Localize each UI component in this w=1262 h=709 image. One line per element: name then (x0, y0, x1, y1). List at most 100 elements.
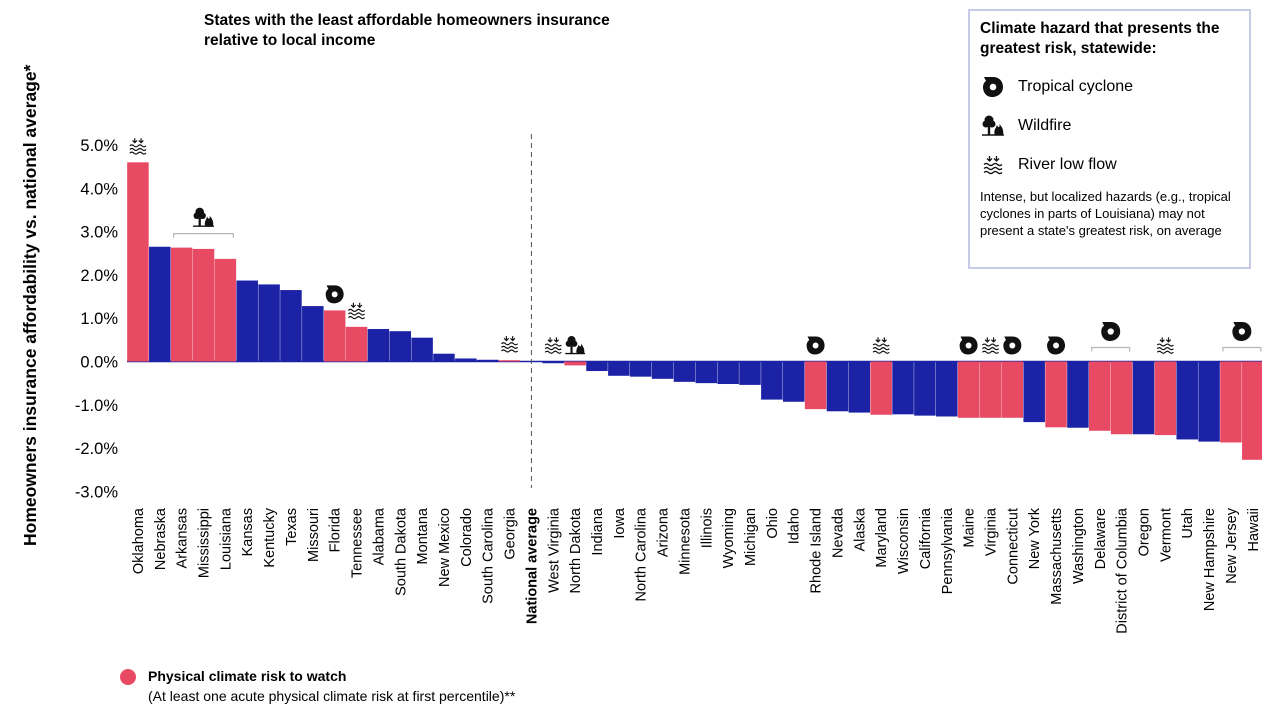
hazard-legend: Climate hazard that presents the greates… (968, 9, 1251, 269)
x-tick-label: Ohio (765, 508, 781, 539)
cyclone-icon (1047, 336, 1066, 355)
wildfire-icon (192, 206, 215, 227)
risk-legend-subtitle: (At least one acute physical climate ris… (148, 688, 516, 704)
bar (564, 361, 586, 366)
cyclone-icon (1003, 336, 1022, 355)
y-tick-label: 3.0% (80, 224, 118, 242)
bar (367, 329, 390, 362)
x-tick-label: South Carolina (481, 507, 497, 604)
bar (498, 360, 521, 362)
x-tick-label: North Carolina (634, 507, 650, 601)
bar (782, 361, 805, 402)
river-icon (1156, 336, 1175, 354)
bar (1176, 361, 1198, 440)
y-axis: 5.0% 4.0% 3.0% 2.0% 1.0% 0.0% -1.0% -2.0% -3.0% (75, 137, 1262, 501)
bar (411, 337, 433, 362)
bar (149, 246, 171, 362)
x-tick-label: Vermont (1158, 508, 1174, 562)
bar (586, 361, 608, 372)
bar (826, 361, 849, 412)
x-tick-label: Wyoming (721, 508, 737, 568)
bar (848, 361, 871, 413)
group-bracket (173, 233, 234, 238)
bar (1089, 361, 1111, 431)
bar (629, 361, 652, 377)
x-tick-label: Florida (328, 507, 344, 552)
river-icon (129, 137, 147, 155)
x-tick-label: Maryland (874, 508, 890, 568)
x-tick-label: Kentucky (262, 507, 278, 567)
river-icon (544, 336, 562, 354)
bar (957, 361, 980, 418)
bar (323, 310, 346, 362)
y-tick-label: 5.0% (80, 137, 118, 155)
river-icon (347, 302, 366, 320)
bar (433, 353, 455, 362)
cyclone-icon (1101, 322, 1121, 341)
group-bracket (1091, 346, 1131, 352)
x-tick-label: Tennessee (350, 508, 366, 578)
x-tick-label: West Virginia (546, 507, 562, 593)
bar (739, 361, 761, 385)
cyclone-icon (983, 76, 1003, 97)
x-tick-label: Delaware (1093, 508, 1109, 569)
bars (127, 134, 1262, 488)
x-tick-label: Nevada (830, 507, 846, 558)
bar (717, 361, 739, 385)
bar (1067, 361, 1089, 428)
legend-item-label: Tropical cyclone (1018, 77, 1134, 95)
bar (345, 326, 368, 362)
x-tick-label: Nebraska (153, 507, 169, 570)
x-tick-label: Indiana (590, 507, 606, 556)
x-tick-label: Wisconsin (896, 508, 912, 574)
x-tick-label: Georgia (503, 507, 519, 560)
x-tick-label: Texas (284, 508, 300, 546)
legend-item-river-low-flow: River low flow (980, 145, 1239, 184)
legend-item-wildfire: Wildfire (980, 106, 1239, 145)
bar (192, 248, 215, 362)
bar (1023, 361, 1045, 423)
river-icon (872, 336, 890, 354)
x-tick-label: Maine (962, 508, 978, 548)
hazard-icons (129, 137, 1262, 355)
y-tick-label: -2.0% (75, 440, 118, 458)
bar (1154, 361, 1177, 436)
bar (914, 361, 936, 416)
x-tick-label: Mississippi (197, 508, 213, 578)
bar (542, 361, 565, 364)
x-tick-label: Kansas (240, 508, 256, 556)
x-tick-label: New Mexico (437, 508, 453, 587)
bar (302, 306, 324, 362)
x-tick-label: Montana (415, 507, 431, 564)
x-tick-label: Minnesota (677, 507, 693, 575)
x-tick-label: Michigan (743, 508, 759, 566)
river-icon (981, 336, 1000, 354)
bar (1198, 361, 1220, 442)
river-low-flow-icon (983, 154, 1003, 174)
bar (761, 361, 783, 400)
x-tick-label: Connecticut (1005, 508, 1021, 585)
cyclone-icon (806, 336, 825, 355)
x-tick-label: New York (1027, 507, 1043, 569)
bar (673, 361, 696, 382)
bar (870, 361, 892, 415)
x-tick-label: California (918, 507, 934, 569)
y-tick-label: 0.0% (80, 354, 118, 372)
bar (1045, 361, 1067, 428)
x-tick-label: National average (524, 508, 540, 624)
bar (455, 358, 477, 362)
bar (1110, 361, 1133, 435)
x-tick-label: Colorado (459, 508, 475, 567)
bar (280, 290, 302, 362)
x-tick-label: Idaho (787, 508, 803, 544)
risk-swatch (120, 669, 136, 685)
x-tick-label: Pennsylvania (940, 507, 956, 594)
x-tick-label: Rhode Island (809, 508, 825, 593)
bar (1001, 361, 1024, 418)
x-axis-labels: Oklahoma Nebraska Arkansas Mississippi Louis… (131, 507, 1262, 634)
y-tick-label: 1.0% (80, 310, 118, 328)
group-bracket (1222, 346, 1262, 352)
x-tick-label: Arizona (656, 507, 672, 557)
bar (804, 361, 827, 410)
